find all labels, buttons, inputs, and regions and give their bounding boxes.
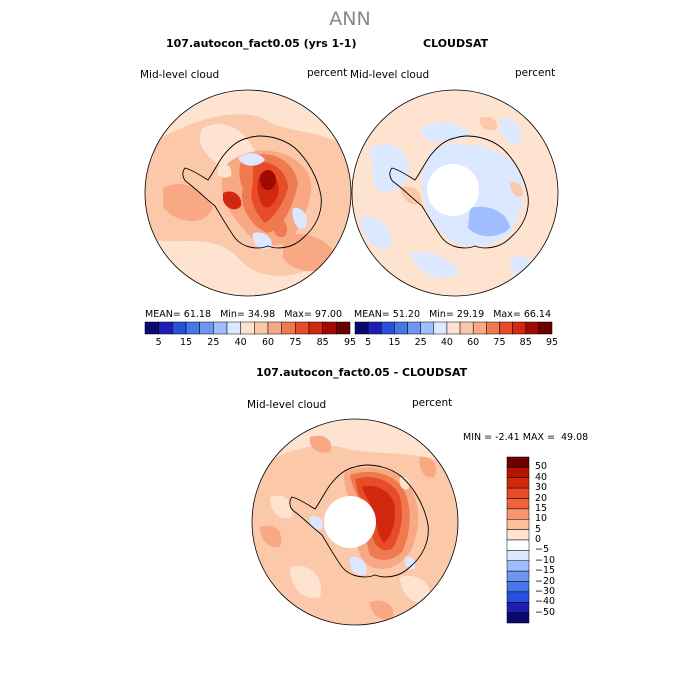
colorbar-swatch xyxy=(158,321,173,335)
colorbar-swatch xyxy=(506,477,530,489)
colorbar-tick-label: −5 xyxy=(535,544,550,556)
colorbar-tick-label: −10 xyxy=(535,554,556,566)
colorbar-swatch xyxy=(381,321,395,335)
colorbar-swatch xyxy=(281,321,296,335)
colorbar-tick-label: 0 xyxy=(535,534,542,545)
panel2-colorbar xyxy=(354,321,553,335)
colorbar-swatch xyxy=(506,570,530,582)
colorbar-swatch xyxy=(354,321,369,335)
colorbar-swatch xyxy=(172,321,187,335)
colorbar-tick-label: 40 xyxy=(535,471,548,483)
panel2-units-label: percent xyxy=(515,67,556,79)
colorbar-swatch xyxy=(254,321,269,335)
colorbar-tick-label: −15 xyxy=(535,565,556,577)
colorbar-swatch xyxy=(506,467,530,478)
panel3-title: 107.autocon_fact0.05 - CLOUDSAT xyxy=(256,366,468,379)
panel1-units-label: percent xyxy=(307,67,348,79)
panel2-stats: MEAN= 51.20 Min= 29.19 Max= 66.14 xyxy=(354,309,552,320)
colorbar-tick-label: 40 xyxy=(440,337,453,348)
colorbar-tick-label: −40 xyxy=(535,596,556,608)
colorbar-swatch xyxy=(506,591,530,603)
colorbar-swatch xyxy=(506,529,530,541)
colorbar-tick-label: 10 xyxy=(535,513,548,525)
colorbar-swatch xyxy=(506,550,530,561)
colorbar-swatch xyxy=(506,560,530,572)
colorbar-swatch xyxy=(308,321,323,335)
colorbar-swatch xyxy=(295,321,310,335)
colorbar-swatch xyxy=(506,581,530,593)
colorbar-tick-label: 25 xyxy=(414,337,427,348)
colorbar-tick-label: 60 xyxy=(261,337,275,348)
colorbar-swatch xyxy=(506,539,530,551)
colorbar-swatch xyxy=(446,321,461,335)
page-title: ANN xyxy=(329,8,371,30)
colorbar-swatch xyxy=(367,321,382,335)
colorbar-swatch xyxy=(506,508,530,520)
colorbar-tick-label: 85 xyxy=(519,337,532,348)
colorbar-tick-label: −50 xyxy=(535,606,556,618)
colorbar-tick-label: 15 xyxy=(535,502,548,514)
colorbar-swatch xyxy=(240,321,255,335)
colorbar-tick-label: 5 xyxy=(155,337,162,348)
panel1-stats: MEAN= 61.18 Min= 34.98 Max= 97.00 xyxy=(145,309,343,320)
panel2-title: CLOUDSAT xyxy=(423,37,489,50)
colorbar-swatch xyxy=(394,321,408,335)
panel3-units-label: percent xyxy=(412,397,453,409)
panel3-stats: MIN = -2.41 MAX = 49.08 xyxy=(463,432,589,443)
colorbar-swatch xyxy=(538,321,553,335)
colorbar-tick-label: 15 xyxy=(388,337,401,348)
colorbar-swatch xyxy=(506,487,530,499)
colorbar-swatch xyxy=(185,321,200,335)
colorbar-tick-label: −20 xyxy=(535,575,556,587)
colorbar-tick-label: 75 xyxy=(493,337,506,348)
panel2-polar-map xyxy=(351,89,559,297)
colorbar-swatch xyxy=(512,321,526,335)
colorbar-swatch xyxy=(499,321,513,335)
colorbar-swatch xyxy=(525,321,540,335)
colorbar-tick-label: 5 xyxy=(365,337,372,348)
colorbar-swatch xyxy=(459,321,474,335)
colorbar-tick-label: 40 xyxy=(234,337,247,348)
colorbar-tick-label: 30 xyxy=(535,482,548,494)
colorbar-swatch xyxy=(486,321,500,335)
panel1-title: 107.autocon_fact0.05 (yrs 1-1) xyxy=(166,37,357,50)
colorbar-tick-label: 95 xyxy=(343,337,357,348)
colorbar-tick-label: 50 xyxy=(535,461,548,473)
colorbar-swatch xyxy=(506,612,530,624)
colorbar-tick-label: 25 xyxy=(207,337,220,348)
colorbar-swatch xyxy=(336,321,351,335)
colorbar-swatch xyxy=(420,321,435,335)
colorbar-tick-label: 85 xyxy=(316,337,329,348)
colorbar-swatch xyxy=(433,321,448,335)
panel2-variable-label: Mid-level cloud xyxy=(350,69,430,81)
colorbar-tick-label: 60 xyxy=(467,337,480,348)
colorbar-swatch xyxy=(267,321,282,335)
panel1-variable-label: Mid-level cloud xyxy=(140,69,220,81)
colorbar-swatch xyxy=(144,321,159,335)
panel3-variable-label: Mid-level cloud xyxy=(247,399,327,411)
colorbar-swatch xyxy=(407,321,421,335)
panel1-colorbar xyxy=(144,321,351,335)
panel3-colorbar xyxy=(506,456,530,624)
colorbar-tick-label: 75 xyxy=(289,337,302,348)
colorbar-swatch xyxy=(213,321,228,335)
colorbar-swatch xyxy=(506,498,530,510)
colorbar-tick-label: 20 xyxy=(535,492,548,504)
colorbar-tick-label: 95 xyxy=(545,337,559,348)
panel1-polar-map xyxy=(144,89,352,297)
colorbar-swatch xyxy=(506,519,530,530)
colorbar-tick-label: −30 xyxy=(535,585,556,597)
colorbar-swatch xyxy=(506,456,530,468)
colorbar-swatch xyxy=(199,321,214,335)
colorbar-tick-label: 15 xyxy=(179,337,193,348)
colorbar-swatch xyxy=(226,321,241,335)
colorbar-swatch xyxy=(322,321,337,335)
colorbar-swatch xyxy=(506,602,530,613)
panel3-polar-map xyxy=(251,418,459,626)
colorbar-tick-label: 5 xyxy=(535,523,542,535)
colorbar-swatch xyxy=(472,321,487,335)
